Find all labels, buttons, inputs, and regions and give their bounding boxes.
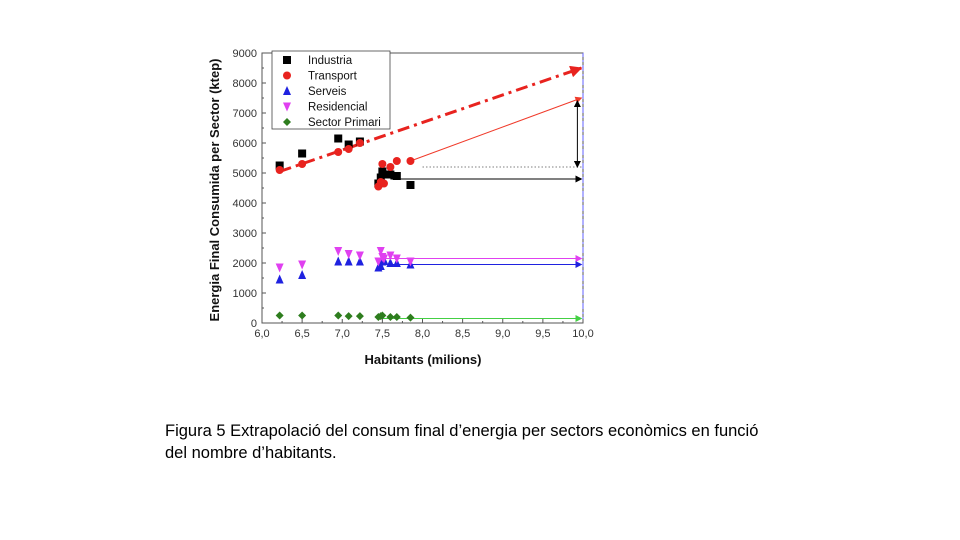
- y-tick-label: 4000: [233, 198, 257, 210]
- point-industria: [344, 140, 353, 149]
- point-sector-primari: [386, 313, 395, 321]
- point-transport: [275, 166, 284, 174]
- y-tick-label: 0: [251, 318, 257, 330]
- x-tick-label: 8,5: [455, 328, 470, 340]
- point-sector-primari: [344, 312, 353, 321]
- point-sector-primari: [355, 312, 364, 321]
- point-residencial: [334, 247, 343, 256]
- point-residencial: [344, 250, 353, 259]
- x-tick-label: 7,5: [375, 328, 390, 340]
- point-residencial: [392, 254, 401, 264]
- point-serveis: [386, 258, 395, 267]
- point-serveis: [298, 270, 307, 279]
- point-residencial: [386, 251, 395, 261]
- caption-line-1: Figura 5 Extrapolació del consum final d…: [165, 422, 759, 440]
- point-sector-primari: [392, 313, 401, 321]
- point-serveis: [355, 256, 364, 266]
- legend-marker-industria: [283, 56, 291, 64]
- extrapolacio-transport-tendencia: [279, 65, 583, 173]
- point-sector-primari: [334, 311, 343, 320]
- point-industria: [298, 149, 307, 158]
- point-industria: [392, 172, 401, 180]
- point-transport: [334, 148, 343, 156]
- point-industria: [334, 134, 343, 143]
- point-residencial: [275, 263, 284, 273]
- x-tick-label: 9,0: [495, 328, 510, 340]
- y-tick-label: 6000: [233, 138, 257, 150]
- point-industria: [406, 181, 415, 189]
- point-transport: [379, 179, 388, 188]
- legend-label-sector-primari: Sector Primari: [308, 117, 381, 129]
- point-sector-primari: [378, 311, 387, 320]
- x-tick-label: 6,5: [294, 328, 309, 340]
- legend-marker-serveis: [283, 86, 291, 95]
- y-tick-label: 8000: [233, 78, 257, 90]
- y-tick-label: 1000: [233, 288, 257, 300]
- x-tick-label: 6,0: [254, 328, 269, 340]
- point-sector-primari: [298, 311, 307, 320]
- point-transport: [344, 145, 353, 153]
- point-transport: [298, 160, 307, 168]
- x-tick-label: 9,5: [535, 328, 550, 340]
- y-tick-label: 7000: [233, 108, 257, 120]
- figure-caption: Figura 5 Extrapolació del consum final d…: [165, 420, 845, 464]
- y-tick-label: 5000: [233, 168, 257, 180]
- point-residencial: [374, 257, 383, 267]
- caption-line-2: del nombre d’habitants.: [165, 444, 337, 462]
- point-transport: [392, 157, 401, 165]
- point-serveis: [344, 256, 353, 266]
- x-tick-label: 10,0: [572, 328, 593, 340]
- point-transport: [406, 157, 415, 165]
- legend: Industria Transport Serveis Residencial Sect…: [271, 50, 391, 130]
- extrapolacio-transport: [410, 96, 583, 162]
- legend-label-transport: Transport: [308, 71, 358, 83]
- legend-label-industria: Industria: [308, 55, 353, 67]
- chart: 6,0 6,5 7,0 7,5 8,0 8,5 9,0 9,5 10,0 0 1000 2000 300…: [207, 48, 594, 367]
- point-transport: [355, 139, 364, 147]
- legend-marker-sector-primari: [283, 118, 291, 126]
- point-residencial: [379, 254, 388, 264]
- point-serveis: [275, 274, 284, 284]
- point-residencial: [376, 247, 385, 256]
- legend-label-serveis: Serveis: [308, 86, 347, 98]
- point-residencial: [406, 257, 415, 267]
- point-industria: [386, 170, 395, 179]
- legend-label-residencial: Residencial: [308, 102, 367, 114]
- legend-marker-residencial: [283, 102, 291, 112]
- x-tick-label: 7,0: [335, 328, 350, 340]
- x-tick-label: 8,0: [415, 328, 430, 340]
- legend-marker-transport: [283, 71, 291, 80]
- y-tick-label: 9000: [233, 48, 257, 60]
- point-transport: [386, 163, 395, 171]
- point-industria: [275, 161, 284, 170]
- point-sector-primari: [275, 311, 284, 320]
- x-axis-title: Habitants (milions): [364, 352, 481, 367]
- point-residencial: [298, 260, 307, 270]
- point-industria: [379, 170, 388, 179]
- point-serveis: [334, 256, 343, 266]
- point-residencial: [355, 251, 364, 261]
- y-tick-label: 2000: [233, 258, 257, 270]
- legend-box: [271, 50, 391, 130]
- point-sector-primari: [406, 313, 415, 322]
- point-transport: [378, 160, 387, 168]
- y-tick-label: 3000: [233, 228, 257, 240]
- y-axis-title: Energia Final Consumida per Sector (ktep…: [207, 59, 222, 322]
